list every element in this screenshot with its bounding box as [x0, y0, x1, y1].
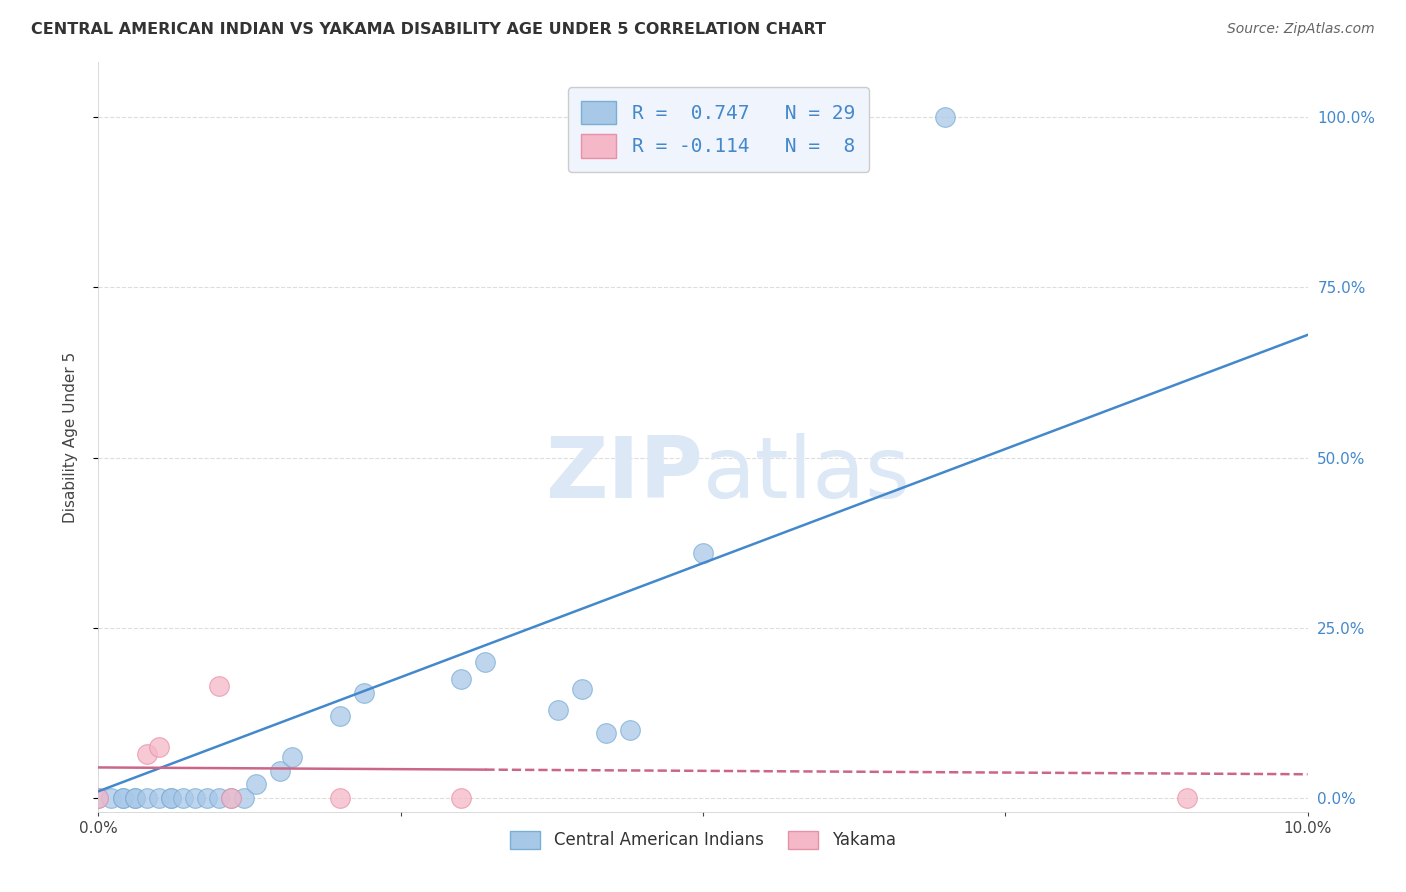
Point: [329, 791, 352, 805]
Point: [221, 791, 243, 805]
Y-axis label: Disability Age Under 5: Disability Age Under 5: [63, 351, 77, 523]
Text: ZIP: ZIP: [546, 433, 703, 516]
Point: [135, 791, 157, 805]
Point: [172, 791, 194, 805]
Point: [195, 791, 218, 805]
Point: [450, 791, 472, 805]
Point: [124, 791, 146, 805]
Point: [100, 791, 122, 805]
Point: [245, 777, 267, 791]
Text: atlas: atlas: [703, 433, 911, 516]
Point: [111, 791, 134, 805]
Point: [547, 702, 569, 716]
Point: [184, 791, 207, 805]
Point: [329, 709, 352, 723]
Point: [934, 110, 956, 124]
Point: [124, 791, 146, 805]
Legend: Central American Indians, Yakama: Central American Indians, Yakama: [503, 824, 903, 855]
Point: [148, 791, 170, 805]
Point: [232, 791, 254, 805]
Point: [160, 791, 183, 805]
Point: [692, 546, 714, 560]
Point: [111, 791, 134, 805]
Point: [221, 791, 243, 805]
Text: CENTRAL AMERICAN INDIAN VS YAKAMA DISABILITY AGE UNDER 5 CORRELATION CHART: CENTRAL AMERICAN INDIAN VS YAKAMA DISABI…: [31, 22, 825, 37]
Point: [269, 764, 291, 778]
Text: Source: ZipAtlas.com: Source: ZipAtlas.com: [1227, 22, 1375, 37]
Point: [1175, 791, 1198, 805]
Point: [619, 723, 641, 737]
Point: [353, 685, 375, 699]
Point: [87, 791, 110, 805]
Point: [135, 747, 157, 761]
Point: [160, 791, 183, 805]
Point: [571, 682, 593, 697]
Point: [87, 791, 110, 805]
Point: [450, 672, 472, 686]
Point: [208, 679, 231, 693]
Point: [474, 655, 496, 669]
Point: [281, 750, 304, 764]
Point: [148, 739, 170, 754]
Point: [208, 791, 231, 805]
Point: [595, 726, 617, 740]
